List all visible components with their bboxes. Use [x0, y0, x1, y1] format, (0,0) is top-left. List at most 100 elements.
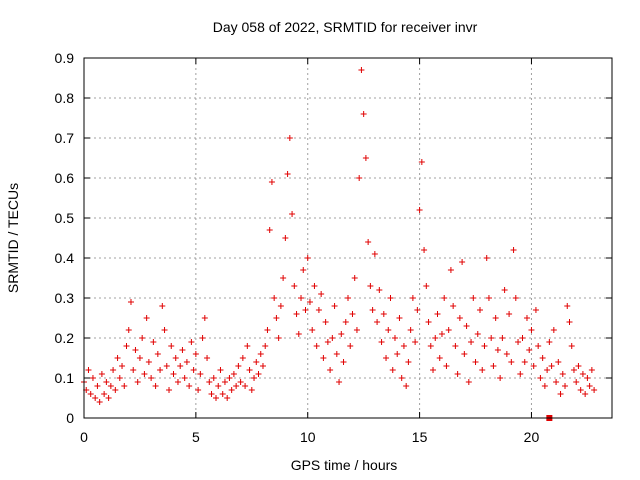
data-point: [125, 327, 132, 333]
data-point: [385, 327, 392, 333]
data-point: [228, 387, 235, 393]
data-point: [535, 343, 542, 349]
data-point: [441, 295, 448, 301]
data-point: [421, 247, 428, 253]
data-point: [586, 383, 593, 389]
data-point: [130, 367, 137, 373]
data-point: [517, 371, 524, 377]
data-point: [112, 387, 119, 393]
data-point: [564, 303, 571, 309]
x-tick-label: 15: [412, 429, 428, 445]
data-point: [405, 359, 412, 365]
data-point: [127, 299, 134, 305]
data-point: [582, 391, 589, 397]
data-point: [537, 375, 544, 381]
data-point: [123, 343, 130, 349]
data-point: [327, 367, 334, 373]
data-point: [400, 343, 407, 349]
data-point: [215, 383, 222, 389]
data-point: [148, 375, 155, 381]
data-point: [268, 179, 275, 185]
data-point: [295, 331, 302, 337]
data-point: [257, 351, 264, 357]
data-point: [528, 327, 535, 333]
data-point: [378, 339, 385, 345]
data-point: [532, 307, 539, 313]
data-point: [136, 355, 143, 361]
data-point: [485, 295, 492, 301]
data-point: [315, 307, 322, 313]
data-point: [242, 383, 249, 389]
data-point: [452, 343, 459, 349]
data-point: [588, 367, 595, 373]
data-point: [192, 351, 199, 357]
data-point: [450, 303, 457, 309]
data-point: [177, 363, 184, 369]
data-point: [376, 287, 383, 293]
data-point: [447, 267, 454, 273]
data-point: [336, 379, 343, 385]
data-point: [103, 379, 110, 385]
data-point: [553, 379, 560, 385]
data-point: [143, 315, 150, 321]
data-point: [311, 283, 318, 289]
data-point: [584, 375, 591, 381]
data-point: [470, 295, 477, 301]
data-point: [208, 391, 215, 397]
data-point: [161, 327, 168, 333]
data-point: [306, 299, 313, 305]
data-point: [510, 247, 517, 253]
data-point: [456, 315, 463, 321]
data-point: [356, 175, 363, 181]
data-point: [89, 375, 96, 381]
data-point: [233, 383, 240, 389]
data-point: [284, 171, 291, 177]
y-tick-label: 0.3: [55, 290, 75, 306]
data-point: [179, 347, 186, 353]
data-point: [468, 339, 475, 345]
data-point: [591, 387, 598, 393]
data-point: [259, 363, 266, 369]
x-tick-label: 10: [300, 429, 316, 445]
data-point: [331, 303, 338, 309]
data-point: [430, 367, 437, 373]
data-point: [255, 371, 262, 377]
data-point: [139, 335, 146, 341]
data-point: [145, 359, 152, 365]
data-point: [166, 387, 173, 393]
data-point: [94, 383, 101, 389]
y-tick-label: 0.7: [55, 130, 75, 146]
data-point: [503, 351, 510, 357]
data-point: [345, 295, 351, 301]
data-point: [526, 347, 533, 353]
data-point: [494, 347, 501, 353]
data-point: [512, 295, 519, 301]
data-point: [570, 367, 577, 373]
data-point: [239, 355, 246, 361]
data-point: [273, 315, 280, 321]
data-point: [286, 135, 293, 141]
data-point: [186, 383, 193, 389]
data-point: [387, 295, 394, 301]
data-point: [105, 395, 112, 401]
data-point: [172, 355, 179, 361]
data-point: [575, 363, 582, 369]
data-point: [351, 275, 358, 281]
y-tick-label: 0.5: [55, 210, 75, 226]
data-point: [300, 267, 307, 273]
data-point: [221, 379, 228, 385]
data-point: [579, 371, 586, 377]
data-point: [362, 155, 369, 161]
data-point: [548, 363, 555, 369]
data-point: [544, 367, 551, 373]
data-point: [472, 359, 479, 365]
data-point: [479, 367, 486, 373]
data-point: [219, 391, 226, 397]
data-point: [349, 311, 356, 317]
data-point: [235, 363, 242, 369]
data-point: [324, 339, 331, 345]
data-point: [170, 371, 177, 377]
data-point: [302, 307, 309, 313]
data-point: [96, 399, 103, 405]
data-point: [568, 343, 575, 349]
